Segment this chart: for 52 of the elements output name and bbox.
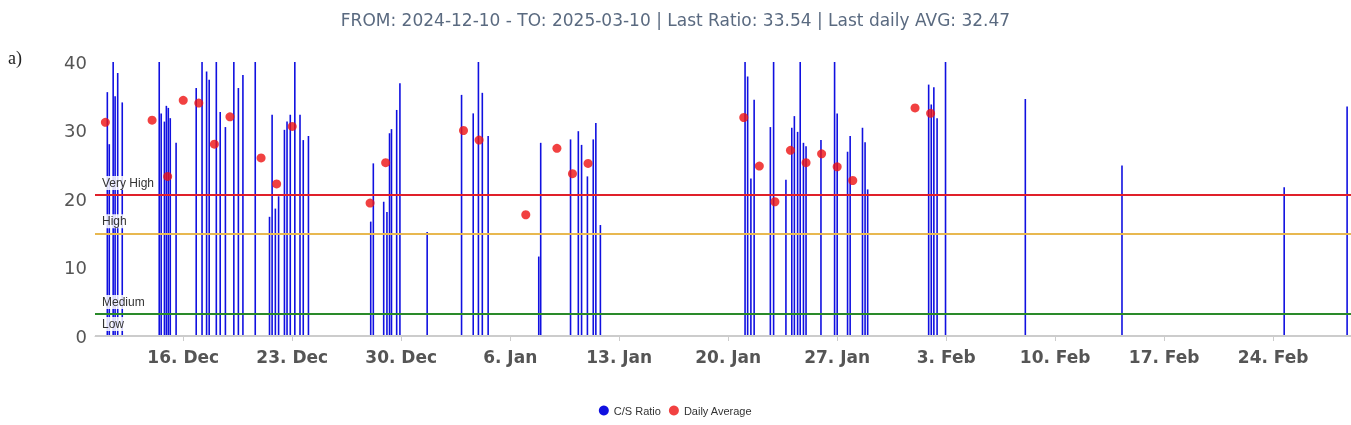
- ref-line-label: Low: [102, 317, 125, 331]
- point: [583, 158, 593, 168]
- x-tick-label: 17. Feb: [1128, 346, 1200, 367]
- x-tick-label: 6. Jan: [483, 346, 538, 367]
- ref-line-label: High: [102, 214, 127, 229]
- point: [256, 153, 266, 163]
- y-tick-label: 10: [64, 257, 87, 278]
- point: [785, 145, 795, 155]
- ref-line-label: Medium: [102, 295, 145, 310]
- x-tick-label: 24. Feb: [1237, 346, 1309, 367]
- point: [459, 126, 468, 135]
- point: [287, 121, 297, 131]
- x-tick-label: 3. Feb: [916, 346, 976, 367]
- point: [163, 171, 173, 181]
- y-tick-label: 0: [75, 325, 87, 347]
- point: [365, 198, 375, 208]
- point: [770, 197, 780, 207]
- point: [272, 179, 282, 189]
- point: [381, 158, 391, 168]
- point: [832, 162, 842, 172]
- x-tick-label: 16. Dec: [147, 346, 220, 367]
- point: [568, 169, 577, 179]
- point: [817, 149, 827, 159]
- x-tick-label: 30. Dec: [365, 346, 438, 367]
- point: [100, 117, 110, 127]
- point: [521, 210, 531, 220]
- point: [474, 135, 484, 145]
- point: [209, 139, 219, 149]
- x-tick-label: 10. Feb: [1019, 346, 1091, 367]
- point: [225, 112, 235, 122]
- text: a): [8, 48, 22, 69]
- y-tick-label: 20: [64, 188, 87, 210]
- x-tick-label: 13. Jan: [586, 346, 653, 367]
- y-tick-label: 40: [64, 51, 87, 73]
- y-tick-label: 30: [64, 120, 87, 141]
- point: [754, 161, 764, 171]
- point: [178, 95, 188, 105]
- legend-label: Daily Average: [683, 404, 752, 417]
- legend-label: C/S Ratio: [613, 404, 661, 417]
- x-tick-label: 20. Jan: [695, 346, 762, 367]
- point: [552, 143, 562, 153]
- x-tick-label: 27. Jan: [804, 346, 871, 367]
- point: [801, 158, 811, 168]
- chart-title: FROM: 2024-12-10 - TO: 2025-03-10 | Last Ratio: 33.54 | Last daily AVG: 32.47: [340, 9, 1011, 30]
- point: [147, 115, 157, 125]
- point: [910, 103, 920, 113]
- x-tick-label: 23. Dec: [256, 346, 329, 367]
- ref-line-label: Very High: [102, 175, 155, 190]
- point: [739, 112, 749, 122]
- point: [194, 98, 204, 108]
- point: [848, 176, 858, 185]
- point: [926, 108, 936, 118]
